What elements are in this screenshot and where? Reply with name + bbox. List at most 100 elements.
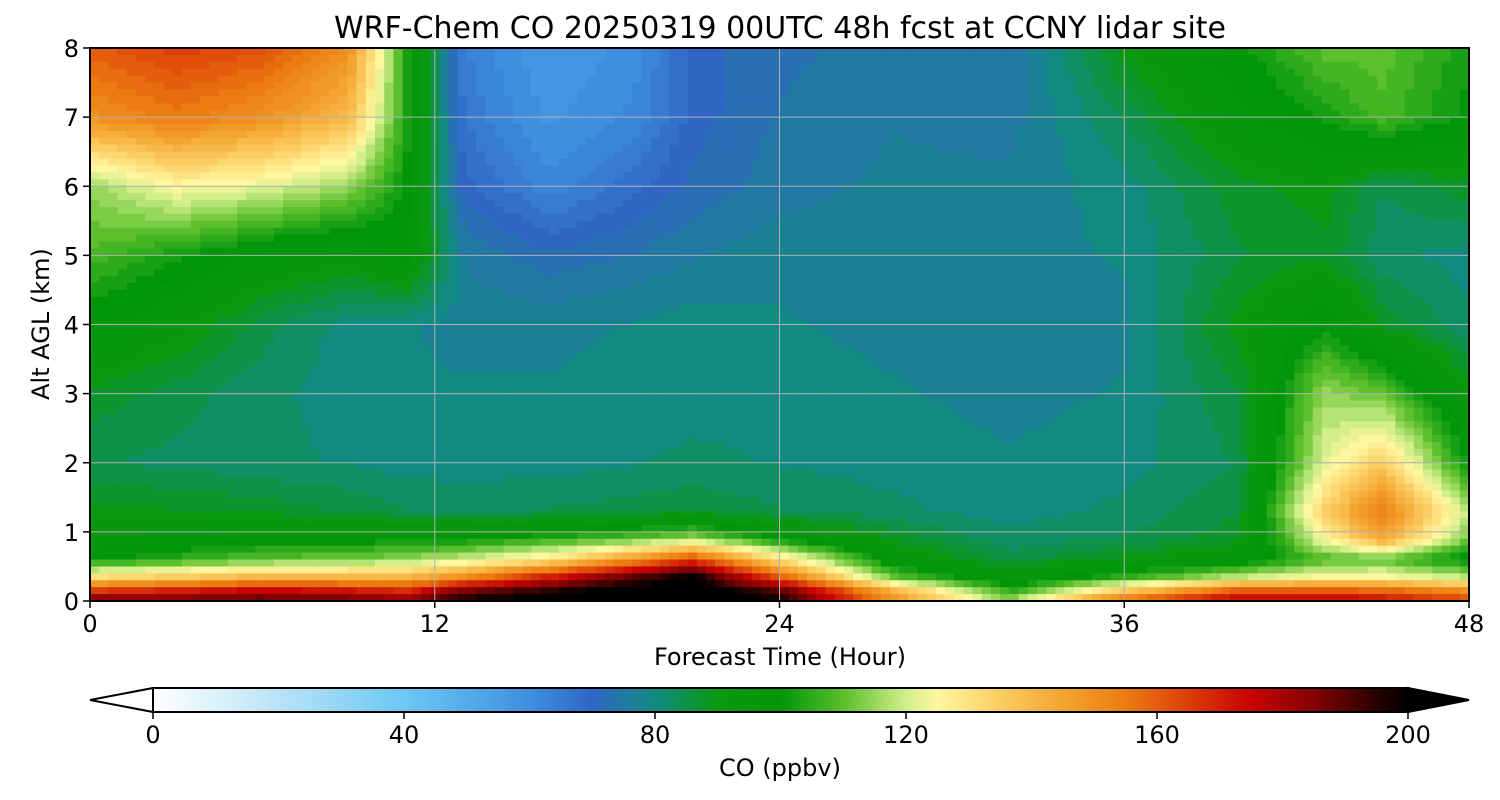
heatmap-cell bbox=[733, 124, 744, 132]
heatmap-cell bbox=[1147, 124, 1158, 132]
heatmap-cell bbox=[1211, 193, 1222, 201]
heatmap-cell bbox=[1092, 61, 1102, 70]
heatmap-cell bbox=[558, 158, 569, 167]
heatmap-cell bbox=[163, 165, 174, 174]
heatmap-cell bbox=[1331, 255, 1341, 263]
heatmap-cell bbox=[843, 103, 854, 111]
heatmap-cell bbox=[292, 82, 303, 91]
heatmap-cell bbox=[558, 124, 569, 132]
heatmap-cell bbox=[595, 200, 606, 208]
heatmap-cell bbox=[1018, 227, 1029, 236]
heatmap-cell bbox=[191, 206, 201, 215]
heatmap-cell bbox=[1303, 241, 1314, 250]
heatmap-cell bbox=[420, 269, 431, 277]
heatmap-cell bbox=[393, 82, 404, 91]
heatmap-cell bbox=[135, 241, 146, 250]
heatmap-cell bbox=[742, 255, 753, 263]
heatmap-cell bbox=[1128, 234, 1139, 243]
heatmap-cell bbox=[586, 137, 597, 146]
heatmap-cell bbox=[1229, 75, 1240, 84]
heatmap-cell bbox=[935, 172, 946, 180]
heatmap-cell bbox=[512, 61, 523, 70]
heatmap-cell bbox=[301, 255, 312, 263]
heatmap-cell bbox=[209, 158, 220, 167]
heatmap-cell bbox=[696, 48, 707, 56]
heatmap-cell bbox=[825, 206, 836, 215]
heatmap-cell bbox=[889, 54, 900, 63]
heatmap-cell bbox=[1229, 193, 1240, 201]
heatmap-cell bbox=[117, 193, 128, 201]
heatmap-cell bbox=[1257, 227, 1268, 236]
heatmap-cell bbox=[338, 255, 349, 263]
heatmap-cell bbox=[641, 165, 652, 174]
heatmap-cell bbox=[374, 82, 385, 91]
heatmap-cell bbox=[1349, 213, 1360, 222]
heatmap-cell bbox=[650, 54, 661, 63]
heatmap-cell bbox=[1174, 241, 1185, 250]
heatmap-cell bbox=[200, 241, 211, 250]
heatmap-cell bbox=[1340, 234, 1351, 243]
heatmap-cell bbox=[696, 130, 707, 139]
heatmap-cell bbox=[1055, 54, 1066, 63]
heatmap-cell bbox=[990, 117, 1001, 125]
heatmap-cell bbox=[1275, 206, 1286, 215]
heatmap-cell bbox=[742, 193, 753, 201]
heatmap-cell bbox=[264, 158, 275, 167]
plot-area bbox=[90, 48, 1469, 601]
heatmap-cell bbox=[365, 241, 376, 250]
heatmap-cell bbox=[1340, 144, 1351, 153]
heatmap-cell bbox=[108, 48, 119, 56]
heatmap-cell bbox=[310, 172, 321, 180]
heatmap-cell bbox=[1101, 82, 1112, 91]
heatmap-cell bbox=[641, 137, 652, 146]
heatmap-cell bbox=[540, 68, 551, 77]
heatmap-cell bbox=[1266, 227, 1277, 236]
heatmap-cell bbox=[512, 54, 523, 63]
heatmap-cell bbox=[788, 130, 799, 139]
heatmap-cell bbox=[1312, 200, 1323, 208]
heatmap-cell bbox=[1073, 89, 1084, 97]
heatmap-cell bbox=[365, 151, 376, 160]
heatmap-cell bbox=[1459, 255, 1469, 263]
heatmap-cell bbox=[200, 144, 211, 153]
heatmap-cell bbox=[935, 165, 946, 174]
heatmap-cell bbox=[1184, 234, 1194, 243]
heatmap-cell bbox=[889, 61, 900, 70]
heatmap-cell bbox=[751, 82, 762, 91]
heatmap-cell bbox=[862, 137, 873, 146]
heatmap-cell bbox=[145, 89, 155, 97]
heatmap-cell bbox=[181, 137, 192, 146]
heatmap-cell bbox=[871, 96, 882, 104]
heatmap-cell bbox=[283, 172, 293, 180]
heatmap-cell bbox=[549, 227, 560, 236]
heatmap-cell bbox=[476, 269, 486, 277]
heatmap-cell bbox=[1432, 82, 1443, 91]
heatmap-cell bbox=[724, 144, 735, 153]
heatmap-cell bbox=[1404, 75, 1415, 84]
heatmap-cell bbox=[604, 255, 615, 263]
heatmap-cell bbox=[972, 248, 983, 256]
heatmap-cell bbox=[825, 48, 836, 56]
heatmap-cell bbox=[163, 255, 174, 263]
heatmap-cell bbox=[1367, 262, 1378, 270]
heatmap-cell bbox=[1046, 206, 1056, 215]
heatmap-cell bbox=[1138, 213, 1148, 222]
heatmap-cell bbox=[209, 68, 220, 77]
heatmap-cell bbox=[871, 269, 882, 277]
heatmap-cell bbox=[917, 269, 928, 277]
heatmap-cell bbox=[549, 110, 560, 118]
heatmap-cell bbox=[558, 96, 569, 104]
heatmap-cell bbox=[1009, 54, 1020, 63]
heatmap-cell bbox=[1303, 248, 1314, 256]
heatmap-cell bbox=[558, 213, 569, 222]
heatmap-cell bbox=[319, 75, 330, 84]
heatmap-cell bbox=[1367, 117, 1378, 125]
heatmap-cell bbox=[209, 110, 220, 118]
heatmap-cell bbox=[1239, 103, 1249, 111]
heatmap-cell bbox=[1266, 82, 1277, 91]
heatmap-cell bbox=[1450, 151, 1461, 160]
heatmap-cell bbox=[834, 54, 845, 63]
heatmap-cell bbox=[935, 48, 946, 56]
heatmap-cell bbox=[807, 234, 817, 243]
heatmap-cell bbox=[218, 75, 229, 84]
